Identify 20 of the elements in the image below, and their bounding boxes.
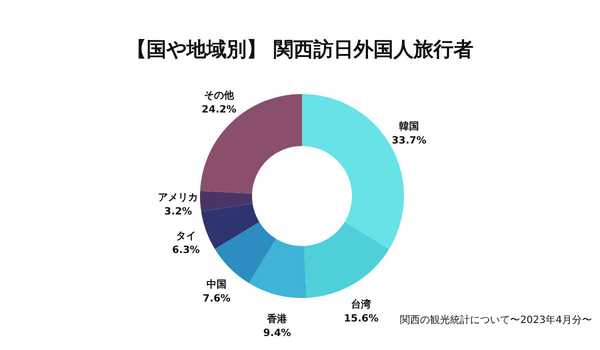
- slice-label: 台湾: [351, 298, 372, 311]
- slice-label: 韓国: [399, 120, 420, 132]
- slice-label: アメリカ: [158, 192, 198, 204]
- donut-slice: [248, 238, 306, 298]
- slice-label: タイ: [176, 231, 196, 242]
- donut-slice: [304, 222, 390, 298]
- donut-slice: [201, 204, 260, 250]
- data-label: 9.4%: [263, 328, 292, 339]
- data-label: 6.3%: [172, 245, 200, 256]
- chart-title: 【国や地域別】 関西訪日外国人旅行者: [126, 37, 474, 61]
- text: 関西の観光統計について〜2023年4月分〜: [400, 314, 592, 326]
- slice-label: その他: [204, 89, 236, 102]
- data-label: 3.2%: [164, 206, 192, 218]
- donut-slice: [200, 190, 253, 212]
- slice-label: 香港: [266, 312, 288, 325]
- data-label: 7.6%: [202, 293, 231, 304]
- data-label: 33.7%: [392, 135, 426, 146]
- data-label: 24.2%: [202, 104, 236, 116]
- slice-label: 中国: [206, 278, 227, 290]
- data-label: 15.6%: [344, 314, 379, 325]
